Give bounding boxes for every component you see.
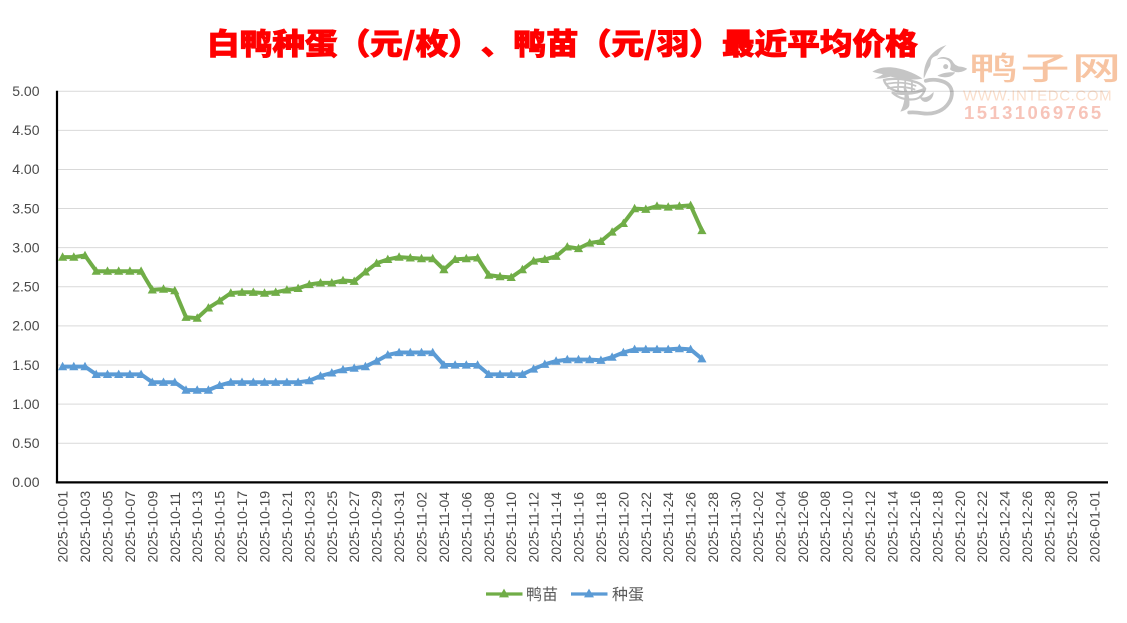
svg-text:2025-10-19: 2025-10-19	[257, 491, 273, 563]
svg-text:5.00: 5.00	[12, 83, 39, 99]
svg-text:2.00: 2.00	[12, 318, 39, 334]
svg-text:2025-12-16: 2025-12-16	[907, 491, 923, 563]
svg-text:0.50: 0.50	[12, 435, 39, 451]
svg-text:0.00: 0.00	[12, 474, 39, 490]
svg-text:2025-12-24: 2025-12-24	[997, 491, 1013, 563]
svg-text:2025-11-18: 2025-11-18	[593, 492, 609, 563]
svg-text:4.50: 4.50	[12, 122, 39, 138]
svg-text:2025-12-06: 2025-12-06	[795, 491, 811, 563]
svg-text:2025-10-23: 2025-10-23	[301, 491, 317, 563]
svg-text:2025-11-20: 2025-11-20	[615, 492, 631, 563]
svg-text:2025-10-21: 2025-10-21	[279, 491, 295, 563]
svg-text:2025-12-08: 2025-12-08	[817, 491, 833, 563]
svg-text:2025-10-09: 2025-10-09	[144, 491, 160, 563]
svg-text:3.00: 3.00	[12, 240, 39, 256]
svg-text:15131069765: 15131069765	[964, 102, 1104, 123]
svg-text:2025-12-22: 2025-12-22	[974, 491, 990, 563]
svg-text:2025-10-15: 2025-10-15	[212, 491, 228, 563]
svg-text:2025-10-27: 2025-10-27	[346, 491, 362, 563]
svg-text:2025-11-30: 2025-11-30	[728, 492, 744, 563]
svg-text:2025-11-14: 2025-11-14	[548, 492, 564, 563]
svg-text:2025-11-22: 2025-11-22	[638, 492, 654, 563]
svg-text:2025-11-12: 2025-11-12	[526, 492, 542, 563]
svg-text:2025-10-25: 2025-10-25	[324, 491, 340, 563]
svg-text:2025-11-10: 2025-11-10	[503, 492, 519, 563]
svg-text:2025-12-18: 2025-12-18	[929, 491, 945, 563]
svg-text:2025-11-06: 2025-11-06	[458, 492, 474, 563]
svg-text:WWW.INTEDC.COM: WWW.INTEDC.COM	[963, 88, 1112, 105]
svg-text:1.00: 1.00	[12, 396, 39, 412]
svg-text:2025-10-11: 2025-10-11	[167, 492, 183, 563]
svg-text:2025-10-03: 2025-10-03	[77, 491, 93, 563]
svg-text:2025-10-13: 2025-10-13	[189, 491, 205, 563]
svg-text:2025-11-28: 2025-11-28	[705, 492, 721, 563]
svg-text:2025-12-12: 2025-12-12	[862, 491, 878, 563]
svg-text:2025-12-04: 2025-12-04	[772, 491, 788, 563]
svg-text:2025-10-07: 2025-10-07	[122, 491, 138, 563]
svg-text:2025-11-16: 2025-11-16	[571, 492, 587, 563]
svg-text:2025-12-14: 2025-12-14	[885, 491, 901, 563]
svg-text:2025-10-05: 2025-10-05	[100, 491, 116, 563]
svg-text:2025-11-26: 2025-11-26	[683, 492, 699, 563]
svg-text:3.50: 3.50	[12, 200, 39, 216]
svg-text:2026-01-01: 2026-01-01	[1086, 491, 1102, 563]
svg-text:2025-12-26: 2025-12-26	[1019, 491, 1035, 563]
svg-text:1.50: 1.50	[12, 357, 39, 373]
svg-text:4.00: 4.00	[12, 161, 39, 177]
svg-text:2025-10-31: 2025-10-31	[391, 491, 407, 563]
svg-text:2.50: 2.50	[12, 279, 39, 295]
svg-text:2025-12-30: 2025-12-30	[1064, 491, 1080, 563]
svg-text:2025-11-02: 2025-11-02	[414, 492, 430, 563]
svg-text:2025-10-29: 2025-10-29	[369, 491, 385, 563]
svg-text:2025-11-08: 2025-11-08	[481, 492, 497, 563]
svg-text:2025-12-10: 2025-12-10	[840, 491, 856, 563]
svg-text:2025-11-04: 2025-11-04	[436, 492, 452, 563]
svg-text:2025-10-17: 2025-10-17	[234, 491, 250, 563]
svg-text:2025-11-24: 2025-11-24	[660, 492, 676, 563]
svg-text:2025-12-02: 2025-12-02	[750, 491, 766, 563]
svg-text:2025-12-28: 2025-12-28	[1042, 491, 1058, 563]
svg-text:2025-10-01: 2025-10-01	[55, 491, 71, 563]
svg-text:2025-12-20: 2025-12-20	[952, 491, 968, 563]
